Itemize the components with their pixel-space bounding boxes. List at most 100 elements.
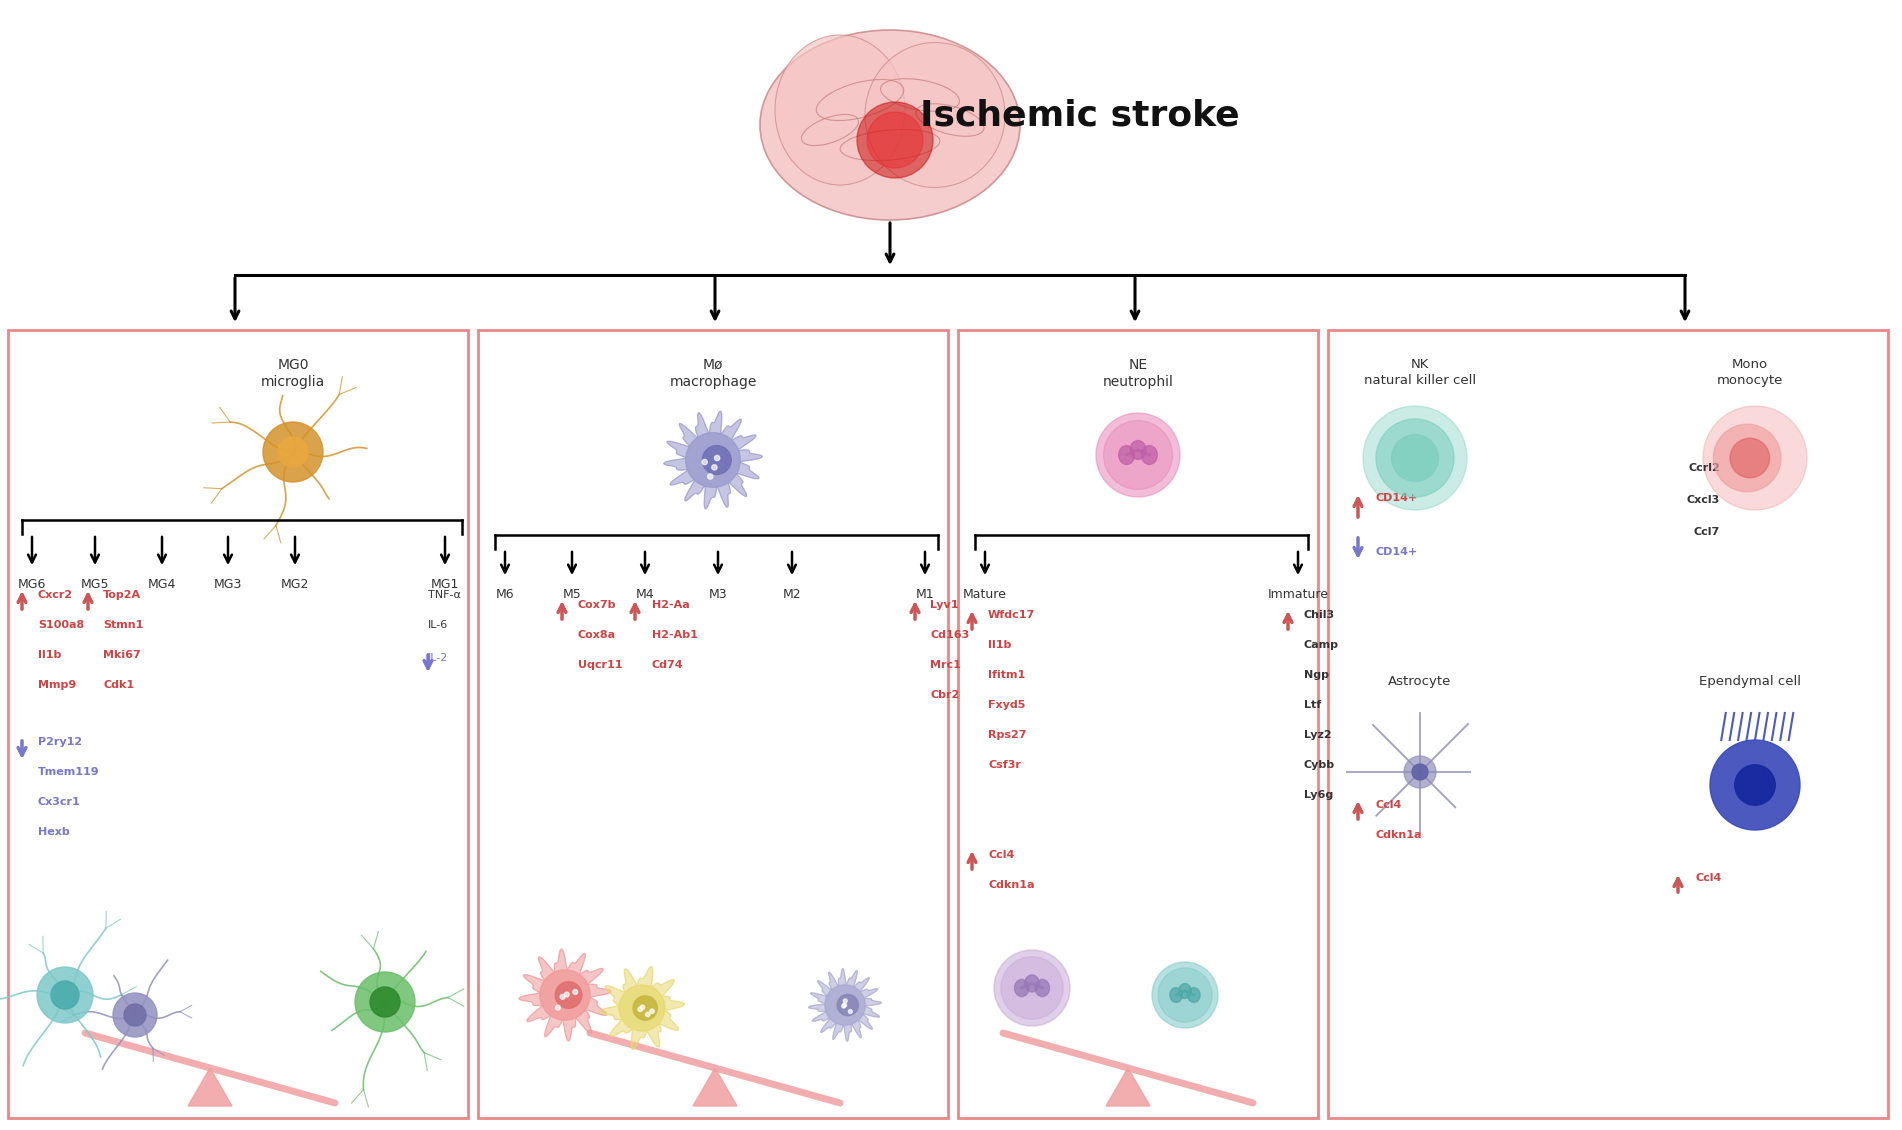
Circle shape (702, 460, 708, 464)
Circle shape (995, 950, 1071, 1026)
Circle shape (124, 1003, 146, 1026)
Circle shape (1731, 438, 1769, 478)
Text: Cox8a: Cox8a (578, 631, 616, 640)
Text: Fxyd5: Fxyd5 (987, 699, 1025, 710)
Circle shape (1392, 435, 1438, 481)
Circle shape (36, 967, 93, 1023)
Text: S100a8: S100a8 (38, 620, 84, 631)
Text: Stmn1: Stmn1 (103, 620, 143, 631)
Text: Camp: Camp (1305, 640, 1339, 650)
Text: M6: M6 (496, 588, 514, 601)
Polygon shape (1105, 1068, 1151, 1106)
Text: Lyz2: Lyz2 (1305, 730, 1331, 740)
Circle shape (867, 112, 922, 168)
Text: Wfdc17: Wfdc17 (987, 610, 1035, 620)
Text: CD14+: CD14+ (1375, 493, 1417, 503)
Ellipse shape (1141, 445, 1156, 464)
Text: IL-6: IL-6 (428, 620, 449, 631)
Circle shape (645, 1012, 650, 1017)
Circle shape (1158, 968, 1212, 1022)
Text: Cox7b: Cox7b (578, 600, 616, 610)
Circle shape (278, 437, 308, 467)
Text: Tmem119: Tmem119 (38, 767, 99, 777)
Circle shape (633, 996, 658, 1020)
Circle shape (1710, 740, 1799, 831)
Ellipse shape (761, 31, 1019, 220)
Circle shape (715, 455, 719, 461)
Text: Chil3: Chil3 (1305, 610, 1335, 620)
Circle shape (540, 970, 590, 1020)
Text: Hexb: Hexb (38, 827, 70, 837)
Text: Ccl4: Ccl4 (987, 850, 1014, 860)
Circle shape (1096, 412, 1179, 497)
Circle shape (1411, 764, 1428, 780)
Text: H2-Ab1: H2-Ab1 (652, 631, 698, 640)
Circle shape (565, 992, 569, 997)
Text: Mø
macrophage: Mø macrophage (670, 358, 757, 390)
Text: Cd74: Cd74 (652, 660, 683, 670)
Text: MG2: MG2 (281, 579, 310, 591)
Circle shape (837, 994, 858, 1016)
Text: Cxcr2: Cxcr2 (38, 590, 72, 600)
FancyBboxPatch shape (1328, 330, 1889, 1118)
Text: H2-Aa: H2-Aa (652, 600, 690, 610)
Circle shape (1702, 406, 1807, 510)
Text: CD14+: CD14+ (1375, 547, 1417, 557)
Text: Cbr2: Cbr2 (930, 690, 959, 699)
Polygon shape (808, 968, 881, 1042)
Text: Cd163: Cd163 (930, 631, 970, 640)
Circle shape (555, 982, 582, 1008)
Ellipse shape (1130, 441, 1147, 460)
Circle shape (708, 473, 713, 479)
Circle shape (555, 1006, 561, 1010)
Circle shape (262, 421, 323, 483)
Text: NK
natural killer cell: NK natural killer cell (1364, 358, 1476, 386)
Circle shape (51, 981, 80, 1009)
Circle shape (1103, 420, 1172, 489)
Ellipse shape (1170, 988, 1183, 1002)
Text: Cdkn1a: Cdkn1a (987, 880, 1035, 890)
Text: Ngp: Ngp (1305, 670, 1329, 680)
Text: Mono
monocyte: Mono monocyte (1718, 358, 1784, 386)
Circle shape (711, 464, 717, 470)
Text: Ccl7: Ccl7 (1695, 527, 1719, 537)
Text: M5: M5 (563, 588, 582, 601)
Text: P2ry12: P2ry12 (38, 737, 82, 747)
Text: Cx3cr1: Cx3cr1 (38, 797, 80, 807)
Text: Cybb: Cybb (1305, 760, 1335, 770)
Circle shape (1153, 962, 1217, 1028)
Circle shape (1735, 765, 1775, 806)
Circle shape (618, 985, 666, 1031)
Ellipse shape (1187, 988, 1200, 1002)
Circle shape (561, 994, 565, 999)
Text: Ccl4: Ccl4 (1695, 873, 1721, 883)
Text: MG3: MG3 (213, 579, 242, 591)
Circle shape (1714, 424, 1780, 492)
Text: M2: M2 (784, 588, 801, 601)
Text: Il1b: Il1b (38, 650, 61, 660)
Text: Uqcr11: Uqcr11 (578, 660, 622, 670)
Ellipse shape (865, 43, 1004, 188)
Text: Ccl4: Ccl4 (1375, 800, 1402, 810)
Text: Astrocyte: Astrocyte (1388, 675, 1451, 688)
Text: Lyv1: Lyv1 (930, 600, 959, 610)
Text: Cdk1: Cdk1 (103, 680, 135, 690)
Circle shape (825, 985, 865, 1025)
Circle shape (650, 1009, 654, 1014)
Circle shape (848, 1009, 852, 1014)
Text: IL-2: IL-2 (428, 653, 449, 663)
Polygon shape (599, 966, 685, 1050)
Ellipse shape (1014, 980, 1029, 997)
Text: Il1b: Il1b (987, 640, 1012, 650)
Text: Ccrl2: Ccrl2 (1689, 463, 1719, 473)
Circle shape (843, 999, 846, 1002)
Text: Immature: Immature (1267, 588, 1328, 601)
Circle shape (843, 1005, 846, 1008)
Text: Ependymal cell: Ependymal cell (1698, 675, 1801, 688)
Text: Cxcl3: Cxcl3 (1687, 495, 1719, 505)
Circle shape (702, 445, 730, 475)
FancyBboxPatch shape (959, 330, 1318, 1118)
Circle shape (573, 990, 578, 994)
Ellipse shape (774, 35, 905, 185)
Text: Csf3r: Csf3r (987, 760, 1021, 770)
